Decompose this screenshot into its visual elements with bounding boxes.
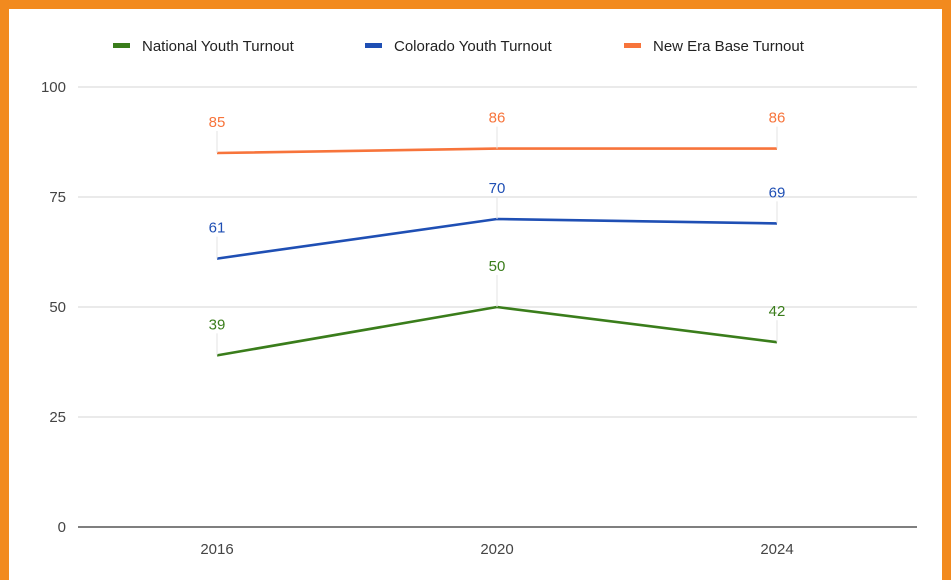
x-axis-ticks: 2016 2020 2024 xyxy=(200,541,793,558)
data-label: 86 xyxy=(489,110,506,127)
x-tick-label: 2024 xyxy=(760,541,793,558)
legend-label: National Youth Turnout xyxy=(142,38,295,55)
data-label: 42 xyxy=(769,303,786,320)
y-tick-label: 75 xyxy=(49,189,66,206)
legend-label: New Era Base Turnout xyxy=(653,38,805,55)
series-line xyxy=(216,147,777,155)
data-label: 69 xyxy=(769,184,786,201)
data-label: 86 xyxy=(769,110,786,127)
data-label: 50 xyxy=(489,258,506,275)
y-axis-ticks: 0 25 50 75 100 xyxy=(41,79,66,536)
data-label: 85 xyxy=(209,114,226,131)
legend-item: New Era Base Turnout xyxy=(624,38,805,55)
y-tick-label: 0 xyxy=(58,519,66,536)
data-label: 70 xyxy=(489,180,506,197)
legend-label: Colorado Youth Turnout xyxy=(394,38,552,55)
data-label: 61 xyxy=(209,220,226,237)
x-tick-label: 2016 xyxy=(200,541,233,558)
y-tick-label: 100 xyxy=(41,79,66,96)
legend-swatch xyxy=(113,43,130,48)
x-tick-label: 2020 xyxy=(480,541,513,558)
y-tick-label: 50 xyxy=(49,299,66,316)
legend-swatch xyxy=(365,43,382,48)
data-label: 39 xyxy=(209,316,226,333)
legend-item: Colorado Youth Turnout xyxy=(365,38,552,55)
data-labels: 39 50 42 61 70 69 85 86 86 xyxy=(209,110,786,356)
legend-swatch xyxy=(624,43,641,48)
legend-item: National Youth Turnout xyxy=(113,38,295,55)
series-line xyxy=(216,217,778,260)
series-line xyxy=(216,305,778,357)
y-tick-label: 25 xyxy=(49,409,66,426)
legend: National Youth Turnout Colorado Youth Tur… xyxy=(113,38,805,55)
